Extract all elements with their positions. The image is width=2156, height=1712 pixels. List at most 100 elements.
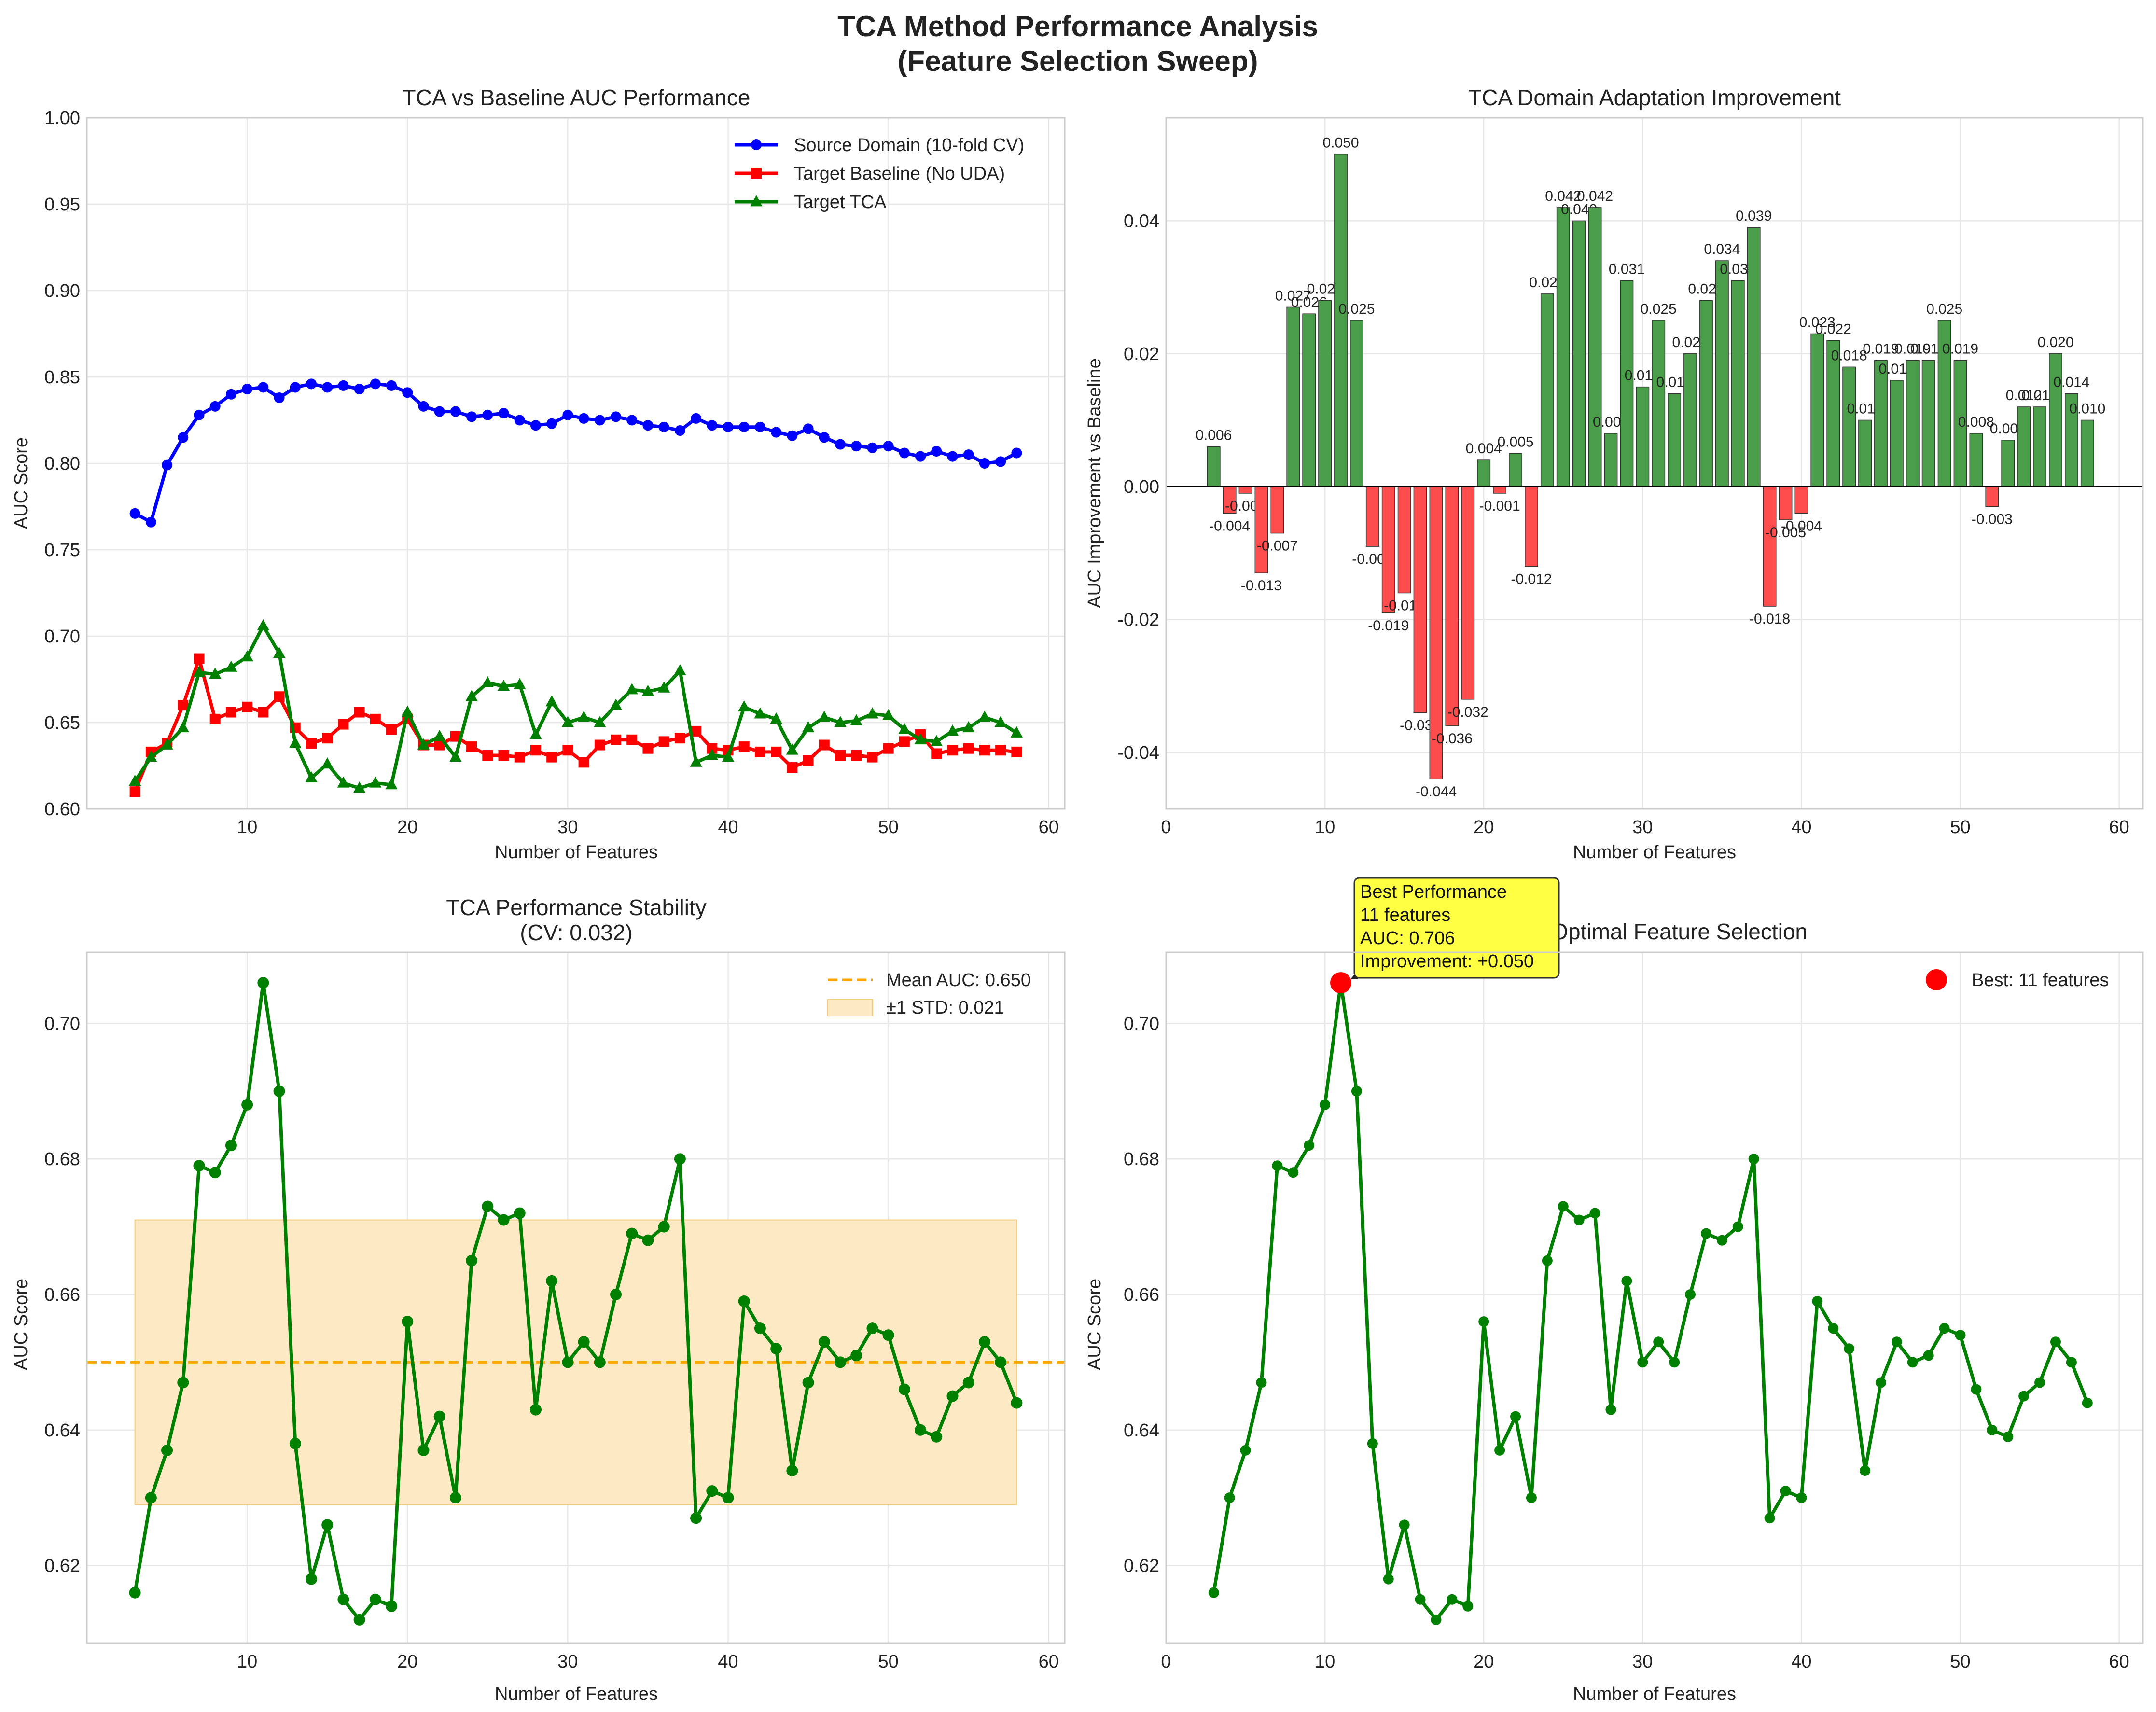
bar-value-label: 0.022 xyxy=(1815,321,1851,337)
target-baseline-point xyxy=(178,700,189,711)
tca-auc-point xyxy=(1256,1377,1267,1388)
improvement-bar xyxy=(1461,486,1475,700)
legend-marker xyxy=(751,168,762,179)
tca-auc-point xyxy=(129,1587,141,1599)
y-axis-label: AUC Score xyxy=(1085,1279,1105,1370)
source-domain-point xyxy=(546,418,557,429)
panel-title: TCA vs Baseline AUC Performance xyxy=(403,85,751,110)
target-baseline-point xyxy=(851,750,862,761)
x-tick-label: 30 xyxy=(1632,1652,1653,1672)
tca-auc-point xyxy=(1828,1323,1839,1334)
bar-value-label: 0.034 xyxy=(1704,241,1740,257)
target-tca-point xyxy=(465,690,478,701)
source-domain-point xyxy=(258,382,269,393)
bar-value-label: -0.044 xyxy=(1416,784,1457,800)
target-baseline-point xyxy=(674,733,685,744)
tca-auc-point xyxy=(850,1350,862,1362)
tca-auc-point xyxy=(946,1390,959,1402)
tca-auc-point xyxy=(1605,1404,1616,1415)
target-baseline-point xyxy=(354,707,365,718)
tca-auc-point xyxy=(546,1275,558,1287)
improvement-bar xyxy=(1874,360,1888,487)
improvement-bar xyxy=(1509,453,1522,487)
bar-value-label: -0.012 xyxy=(1511,571,1552,587)
target-baseline-point xyxy=(306,738,317,749)
x-tick-label: 10 xyxy=(237,817,257,837)
source-domain-point xyxy=(274,392,285,403)
target-tca-point xyxy=(514,678,526,689)
source-domain-point xyxy=(418,401,429,412)
improvement-bar xyxy=(1747,227,1761,487)
plot-border xyxy=(1165,117,2144,810)
tca-auc-point xyxy=(273,1085,285,1097)
x-tick-label: 50 xyxy=(1950,817,1970,837)
tca-auc-point xyxy=(674,1153,686,1165)
x-tick-label: 60 xyxy=(2109,1652,2129,1672)
source-domain-point xyxy=(771,427,782,438)
source-domain-point xyxy=(578,413,589,424)
tca-auc-point xyxy=(498,1214,510,1226)
target-tca-point xyxy=(433,729,446,741)
target-baseline-point xyxy=(242,701,253,712)
y-tick-label: 0.70 xyxy=(44,1014,80,1034)
target-baseline-point xyxy=(274,691,285,702)
tca-auc-point xyxy=(1780,1486,1791,1497)
annotation-line: 11 features xyxy=(1360,905,1450,925)
tca-auc-point xyxy=(1716,1235,1727,1246)
y-tick-label: 0.68 xyxy=(1124,1149,1159,1169)
target-baseline-point xyxy=(947,745,958,756)
improvement-bar xyxy=(1525,486,1538,567)
source-domain-point xyxy=(1011,447,1022,459)
target-tca-point xyxy=(834,716,847,727)
source-domain-point xyxy=(306,378,317,390)
x-tick-label: 30 xyxy=(557,817,578,837)
x-tick-label: 40 xyxy=(1791,1652,1811,1672)
x-tick-label: 20 xyxy=(1474,1652,1494,1672)
x-tick-label: 40 xyxy=(718,817,738,837)
bar-value-label: -0.005 xyxy=(1765,525,1806,541)
target-tca-point xyxy=(449,750,462,762)
target-tca-point xyxy=(674,664,686,675)
panel-optimal-feature-selection: TCA Optimal Feature Selection Number of … xyxy=(1085,877,2144,1704)
improvement-bar xyxy=(1953,360,1967,487)
target-baseline-point xyxy=(963,743,974,754)
x-axis-label: Number of Features xyxy=(1573,842,1736,863)
x-axis-label: Number of Features xyxy=(495,1684,658,1704)
target-baseline-point xyxy=(899,736,910,747)
bar-value-label: 0.004 xyxy=(1466,441,1502,457)
target-tca-point xyxy=(561,716,574,727)
bar-value-label: 0.042 xyxy=(1577,188,1613,204)
bar-value-label: 0.019 xyxy=(1894,341,1931,357)
improvement-bar xyxy=(1588,207,1602,487)
tca-auc-point xyxy=(978,1336,990,1348)
tca-auc-point xyxy=(1621,1275,1632,1286)
target-tca-point xyxy=(866,707,879,719)
tca-auc-point xyxy=(1351,1086,1362,1097)
improvement-bar xyxy=(1890,380,1904,487)
improvement-bar xyxy=(1381,486,1395,613)
target-tca-point xyxy=(818,710,831,722)
source-domain-point xyxy=(178,432,189,443)
source-domain-point xyxy=(498,408,509,419)
improvement-bar xyxy=(1286,306,1300,487)
target-tca-point xyxy=(641,684,654,696)
tca-auc-point xyxy=(2066,1357,2077,1368)
target-tca-point xyxy=(128,774,141,786)
improvement-bar xyxy=(1921,360,1935,487)
target-tca-point xyxy=(145,750,157,762)
improvement-bar xyxy=(1334,153,1348,487)
bar-value-label: 0.027 xyxy=(1275,288,1311,304)
tca-auc-point xyxy=(1462,1601,1474,1612)
bar-value-label: 0.008 xyxy=(1958,414,1994,430)
tca-auc-point xyxy=(417,1444,430,1456)
improvement-bar xyxy=(1350,320,1363,487)
x-tick-label: 50 xyxy=(878,817,899,837)
panel-title: TCA Domain Adaptation Improvement xyxy=(1468,85,1841,110)
target-tca-point xyxy=(417,738,430,750)
tca-auc-point xyxy=(802,1377,814,1389)
improvement-bar xyxy=(2017,406,2031,487)
tca-auc-point xyxy=(706,1485,718,1497)
y-tick-label: 1.00 xyxy=(44,108,80,128)
target-tca-point xyxy=(577,710,590,722)
